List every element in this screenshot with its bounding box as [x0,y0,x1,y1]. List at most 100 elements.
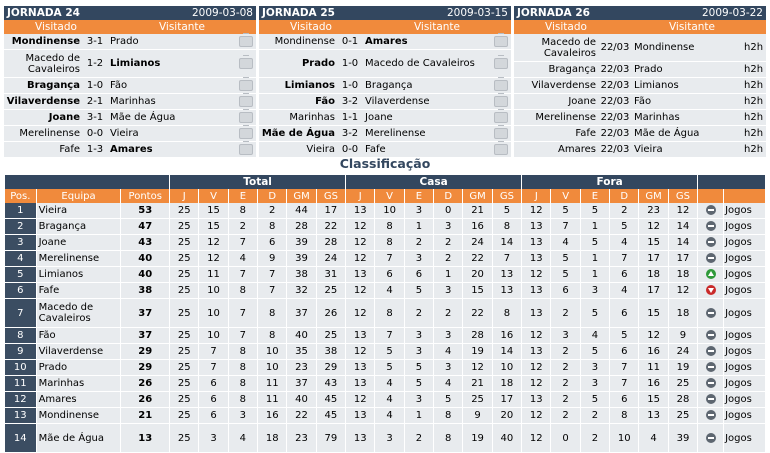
team-name[interactable]: Mondinense [36,408,121,424]
home-team[interactable]: Mondinense [4,34,82,50]
away-team[interactable]: Fafe [363,142,491,158]
home-team[interactable]: Marinhas [259,110,337,126]
jogos-link[interactable]: Jogos [724,203,765,219]
away-team[interactable]: Marinhas [108,94,236,110]
home-team[interactable]: Bragança [514,62,598,78]
home-team[interactable]: Joane [514,94,598,110]
tv-icon[interactable] [494,140,508,155]
h2h-link[interactable]: h2h [742,110,766,126]
away-team[interactable]: Bragança [363,78,491,94]
tv-icon[interactable] [494,108,508,123]
team-name[interactable]: Prado [36,360,121,376]
away-team[interactable]: Joane [363,110,491,126]
away-team[interactable]: Marinhas [632,110,742,126]
away-team[interactable]: Mondinense [632,34,742,62]
team-name[interactable]: Mãe de Água [36,424,121,453]
tv-icon[interactable] [239,54,253,69]
team-name[interactable]: Fão [36,328,121,344]
home-team[interactable]: Macedo de Cavaleiros [4,50,82,78]
jogos-link[interactable]: Jogos [724,376,765,392]
stat-cell: 1 [580,267,610,283]
home-team[interactable]: Vieira [259,142,337,158]
jogos-link[interactable]: Jogos [724,251,765,267]
team-name[interactable]: Macedo de Cavaleiros [36,299,121,328]
home-team[interactable]: Merelinense [514,110,598,126]
home-team[interactable]: Vilaverdense [514,78,598,94]
h2h-link[interactable]: h2h [742,126,766,142]
jogos-link[interactable]: Jogos [724,267,765,283]
away-team[interactable]: Fão [108,78,236,94]
stat-cell: 25 [170,235,199,251]
away-team[interactable]: Limianos [632,78,742,94]
jogos-link[interactable]: Jogos [724,360,765,376]
team-name[interactable]: Amares [36,392,121,408]
home-team[interactable]: Prado [259,50,337,78]
team-name[interactable]: Fafe [36,283,121,299]
stat-cell: 40 [287,328,316,344]
jornada-title: JORNADA 25 [262,7,335,19]
home-team[interactable]: Bragança [4,78,82,94]
tv-icon[interactable] [239,124,253,139]
h2h-link[interactable]: h2h [742,94,766,110]
home-team[interactable]: Amares [514,142,598,158]
away-team[interactable]: Fão [632,94,742,110]
home-team[interactable]: Macedo de Cavaleiros [514,34,598,62]
away-team[interactable]: Prado [632,62,742,78]
score: 22/03 [598,110,632,126]
tv-icon[interactable] [494,76,508,91]
tv-icon[interactable] [239,108,253,123]
jogos-link[interactable]: Jogos [724,328,765,344]
away-team[interactable]: Mãe de Água [632,126,742,142]
h2h-link[interactable]: h2h [742,62,766,78]
tv-icon[interactable] [239,76,253,91]
stat-cell: 9 [668,328,698,344]
away-team[interactable]: Amares [363,34,491,50]
team-name[interactable]: Bragança [36,219,121,235]
team-name[interactable]: Vieira [36,203,121,219]
home-team[interactable]: Fafe [4,142,82,158]
tv-icon[interactable] [239,140,253,155]
jogos-link[interactable]: Jogos [724,344,765,360]
tv-icon[interactable] [494,92,508,107]
stat-cell: 38 [287,267,316,283]
home-team[interactable]: Joane [4,110,82,126]
away-team[interactable]: Merelinense [363,126,491,142]
tv-icon[interactable] [239,92,253,107]
jogos-link[interactable]: Jogos [724,424,765,453]
jogos-link[interactable]: Jogos [724,219,765,235]
tv-icon[interactable] [494,32,508,47]
home-team[interactable]: Limianos [259,78,337,94]
jogos-link[interactable]: Jogos [724,408,765,424]
team-name[interactable]: Vilaverdense [36,344,121,360]
team-name[interactable]: Marinhas [36,376,121,392]
away-team[interactable]: Prado [108,34,236,50]
jogos-link[interactable]: Jogos [724,283,765,299]
stat-cell: 6 [199,408,228,424]
jogos-link[interactable]: Jogos [724,299,765,328]
tv-icon[interactable] [494,54,508,69]
away-team[interactable]: Vilaverdense [363,94,491,110]
away-team[interactable]: Mãe de Água [108,110,236,126]
team-name[interactable]: Merelinense [36,251,121,267]
team-name[interactable]: Limianos [36,267,121,283]
tv-icon[interactable] [494,124,508,139]
home-team[interactable]: Fafe [514,126,598,142]
home-team[interactable]: Fão [259,94,337,110]
h2h-link[interactable]: h2h [742,142,766,158]
h2h-link[interactable]: h2h [742,78,766,94]
h2h-link[interactable]: h2h [742,34,766,62]
away-team[interactable]: Macedo de Cavaleiros [363,50,491,78]
home-team[interactable]: Merelinense [4,126,82,142]
home-team[interactable]: Vilaverdense [4,94,82,110]
jogos-link[interactable]: Jogos [724,235,765,251]
away-team[interactable]: Vieira [632,142,742,158]
jogos-link[interactable]: Jogos [724,392,765,408]
away-team[interactable]: Limianos [108,50,236,78]
stat-cell: 12 [346,344,375,360]
home-team[interactable]: Mãe de Água [259,126,337,142]
team-name[interactable]: Joane [36,235,121,251]
tv-icon[interactable] [239,32,253,47]
away-team[interactable]: Vieira [108,126,236,142]
away-team[interactable]: Amares [108,142,236,158]
home-team[interactable]: Mondinense [259,34,337,50]
